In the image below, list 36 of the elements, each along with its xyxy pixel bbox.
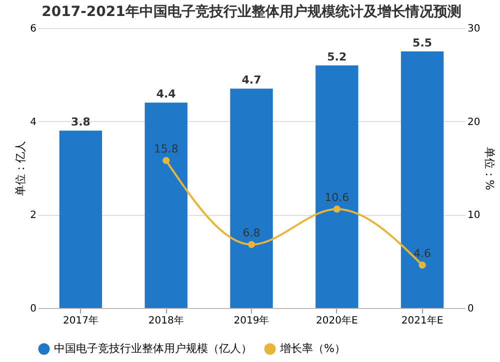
data-label: 15.8 [154,142,178,156]
point [418,262,426,269]
bar [144,102,188,308]
x-tick-label: 2020年E [316,314,358,326]
y2-tick-label: 30 [468,24,480,34]
legend-label: 增长率（%） [279,342,346,355]
y2-tick-label: 0 [468,304,474,314]
y2-tick-label: 20 [468,116,480,128]
legend-label: 中国电子竞技行业整体用户规模（亿人） [54,342,252,355]
x-tick-label: 2019年 [234,314,270,326]
x-tick-label: 2021年E [401,314,444,326]
y-tick-label: 4 [30,116,36,128]
point [333,206,340,213]
data-label: 6.8 [242,226,260,240]
data-label: 3.8 [70,116,90,129]
y-axis-title: 单位：亿人 [14,141,28,196]
data-label: 4.7 [242,74,262,87]
bar [316,65,358,308]
y-tick-label: 2 [30,210,36,222]
data-label: 5.2 [327,50,347,64]
bar [230,88,273,308]
chart-title: 2017-2021年中国电子竞技行业整体用户规模统计及增长情况预测 [42,3,462,20]
bar [400,51,444,308]
x-tick-label: 2018年 [148,314,184,326]
data-label: 5.5 [412,36,432,50]
x-tick-label: 2017年 [62,314,98,326]
y2-axis-title: 单位：% [483,146,496,190]
bar [59,130,102,308]
data-label: 4.4 [156,88,176,101]
data-label: 10.6 [324,191,350,204]
point [248,241,256,248]
y2-tick-label: 10 [468,210,480,222]
point [162,157,170,164]
data-label: 4.6 [414,247,432,260]
y-tick-label: 0 [30,304,36,314]
y-tick-label: 6 [30,24,36,34]
